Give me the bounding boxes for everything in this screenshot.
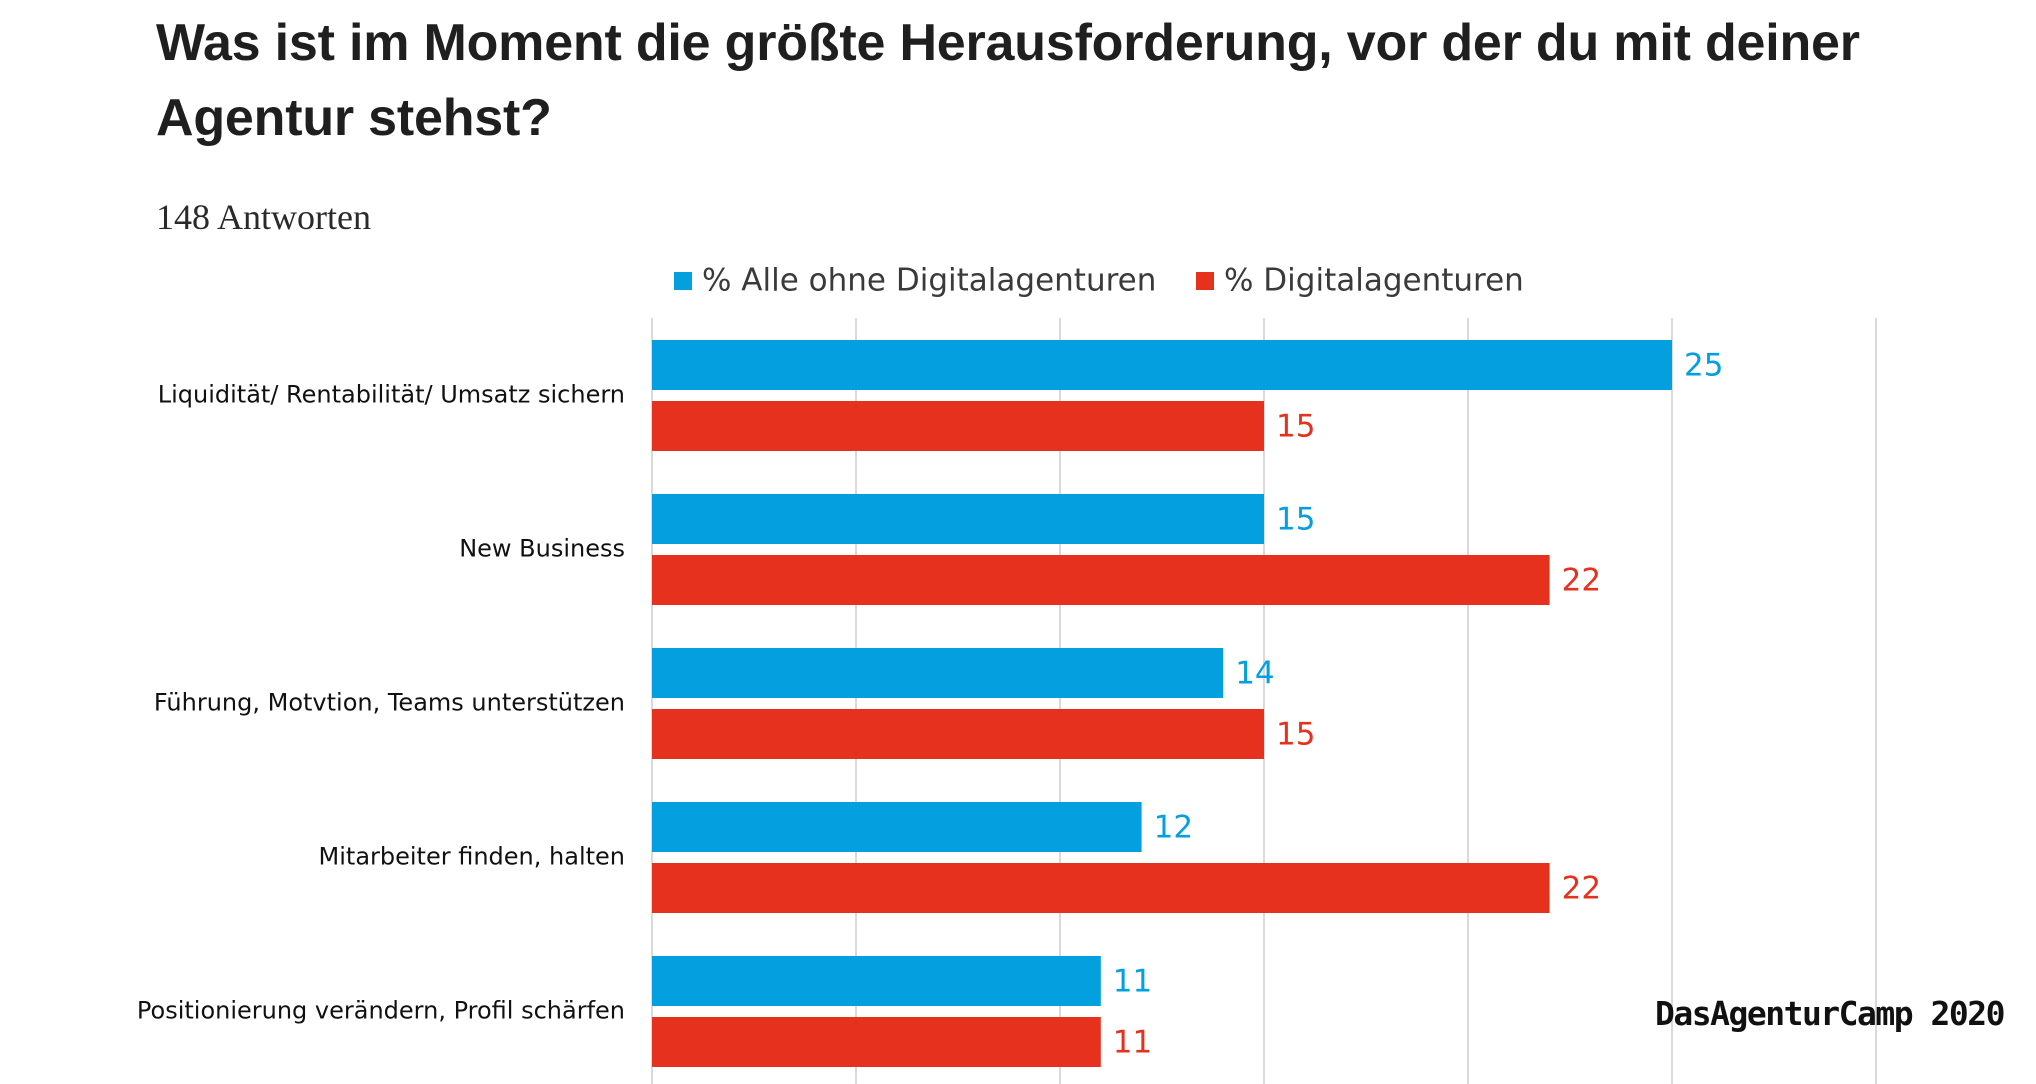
data-label: 11 [1113,1025,1152,1061]
legend-swatch [674,272,692,290]
category-label: Mitarbeiter finden, halten [319,843,625,871]
bar [652,401,1264,451]
bar [652,494,1264,544]
data-label: 14 [1235,656,1274,692]
bar [652,863,1550,913]
data-label: 25 [1684,348,1723,384]
bar [652,802,1142,852]
data-label: 22 [1562,871,1601,907]
legend-label: % Alle ohne Digitalagenturen [702,263,1156,299]
data-label: 15 [1276,717,1315,753]
source-watermark: DasAgenturCamp 2020 [1655,994,2006,1033]
data-label: 15 [1276,502,1315,538]
bar [652,648,1224,698]
data-label: 12 [1154,810,1193,846]
category-label: Liquidität/ Rentabilität/ Umsatz sichern [158,381,625,409]
data-label: 22 [1562,563,1601,599]
bar [652,709,1264,759]
response-count: 148 Antworten [156,197,371,237]
category-label: New Business [459,535,625,563]
bar [652,1017,1101,1067]
bar [652,956,1101,1006]
data-label: 11 [1113,964,1152,1000]
legend-swatch [1196,272,1214,290]
bar [652,555,1550,605]
category-label: Führung, Motvtion, Teams unterstützen [154,689,625,717]
chart-title: Was ist im Moment die größte Herausforde… [156,14,1860,147]
legend-label: % Digitalagenturen [1224,263,1524,299]
category-label: Positionierung verändern, Profil schärfe… [137,997,625,1025]
bar [652,340,1672,390]
data-label: 15 [1276,409,1315,445]
